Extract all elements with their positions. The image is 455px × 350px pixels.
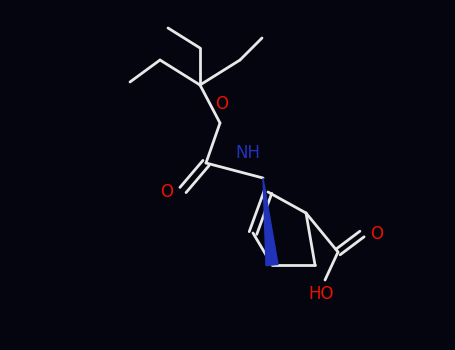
Text: O: O (160, 183, 173, 201)
Polygon shape (263, 178, 278, 266)
Text: O: O (370, 225, 383, 243)
Text: O: O (216, 95, 228, 113)
Text: HO: HO (308, 285, 334, 303)
Text: NH: NH (236, 144, 261, 162)
